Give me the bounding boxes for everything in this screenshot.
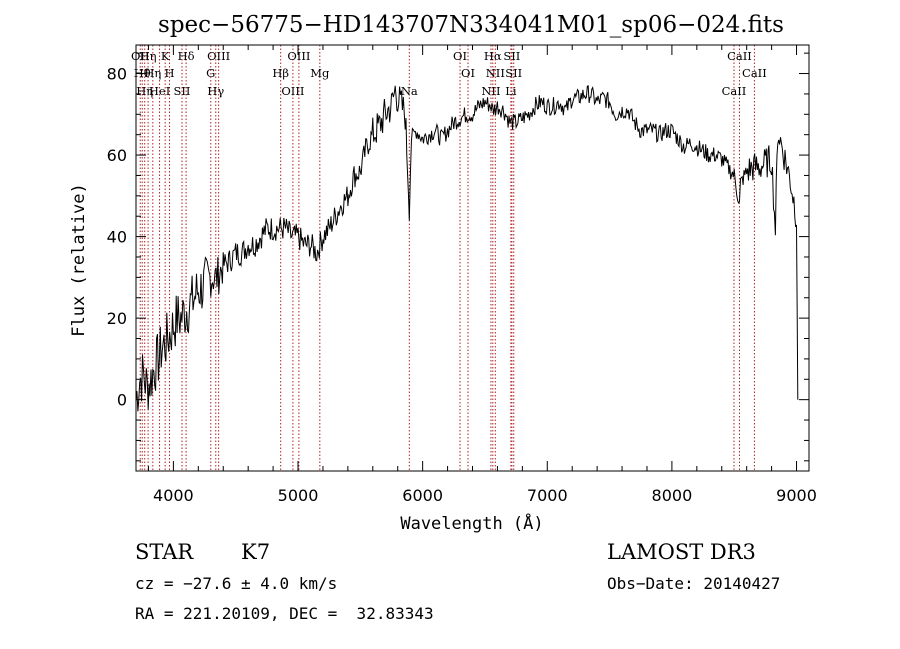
y-tick-label: 40 (107, 228, 127, 247)
spectral-line-label: SII (503, 49, 520, 63)
spectral-line-label: CaII (727, 49, 752, 63)
object-class: STAR (135, 540, 194, 564)
spectrum-series-line (135, 84, 799, 412)
chart-title: spec−56775−HD143707N334041M01_sp06−024.f… (158, 12, 784, 38)
spectral-line-label: CaII (742, 66, 767, 80)
spectral-line-label: Hα (484, 49, 502, 63)
y-tick-label: 0 (117, 391, 127, 410)
x-tick-label: 6000 (402, 486, 443, 505)
spectral-line-label: OIII (281, 84, 304, 98)
y-axis-ticks: 0 20 40 60 80 (107, 52, 809, 462)
y-tick-label: 80 (107, 65, 127, 84)
x-tick-label: 7000 (527, 486, 568, 505)
spectral-line-label: NII (486, 66, 505, 80)
x-tick-label: 4000 (153, 486, 194, 505)
spectral-line-label: Li (505, 84, 517, 98)
spectral-line-label: Hδ (178, 49, 195, 63)
spectral-line-label: Hθ (134, 66, 151, 80)
spectral-line-label: G (206, 66, 215, 80)
observation-date: Obs−Date: 20140427 (607, 574, 781, 593)
x-axis-ticks: 4000 5000 6000 7000 8000 9000 (147, 45, 817, 505)
line-markers (139, 45, 755, 471)
x-axis-label: Wavelength (Å) (400, 512, 543, 534)
spectral-line-label: Hη (144, 66, 161, 80)
line-marker-labels: OIIHθHηHηHηHeIKHSIIHδGHγOIIIHβOIIIOIIIMg… (131, 49, 767, 98)
spectral-line-label: Mg (310, 66, 330, 80)
spectral-line-label: Hη (140, 49, 157, 63)
spectral-line-label: NII (481, 84, 500, 98)
spectral-line-label: OI (453, 49, 467, 63)
redshift-info: cz = −27.6 ± 4.0 km/s (135, 574, 338, 593)
spectral-line-label: K (161, 49, 170, 63)
x-tick-label: 5000 (278, 486, 319, 505)
spectral-line-label: OIII (287, 49, 310, 63)
spectral-line-label: Hη (136, 84, 153, 98)
x-tick-label: 8000 (652, 486, 693, 505)
y-tick-label: 60 (107, 146, 127, 165)
spectral-line-label: CaII (722, 84, 747, 98)
survey-name: LAMOST DR3 (607, 540, 756, 564)
x-tick-label: 9000 (776, 486, 817, 505)
coordinates-info: RA = 221.20109, DEC = 32.83343 (135, 604, 434, 623)
spectral-line-label: SII (505, 66, 522, 80)
object-subclass: K7 (241, 540, 271, 564)
spectral-line-label: Hβ (272, 66, 289, 80)
spectral-line-label: H (165, 66, 175, 80)
y-tick-label: 20 (107, 309, 127, 328)
spectral-line-label: SII (174, 84, 191, 98)
spectrum-chart: spec−56775−HD143707N334041M01_sp06−024.f… (69, 12, 817, 534)
y-axis-label: Flux (relative) (69, 183, 89, 337)
spectral-line-label: Na (401, 84, 418, 98)
spectral-line-label: Hγ (207, 84, 224, 98)
spectral-line-label: OIII (207, 49, 230, 63)
spectral-line-label: HeI (149, 84, 170, 98)
spectral-line-label: OI (461, 66, 475, 80)
